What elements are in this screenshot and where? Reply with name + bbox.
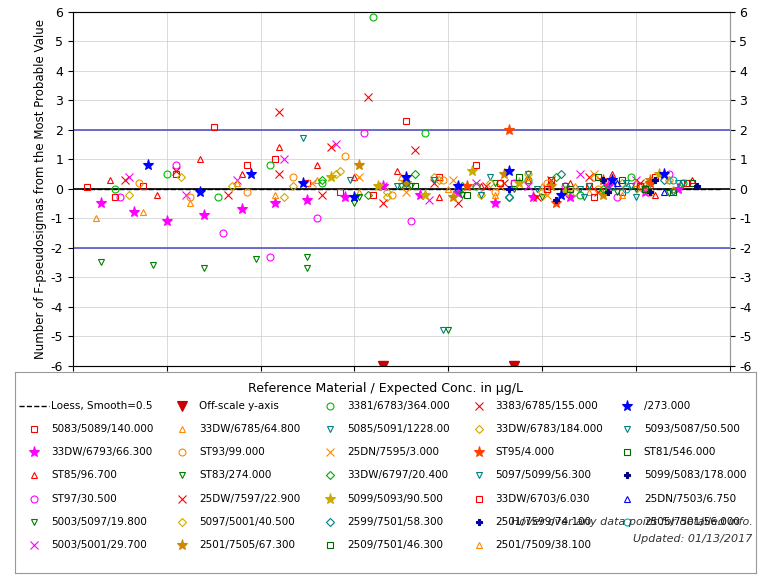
Text: 5097/5001/40.500: 5097/5001/40.500 <box>199 517 295 526</box>
Text: 25DN/7595/3.000: 25DN/7595/3.000 <box>347 447 439 457</box>
Text: Off-scale y-axis: Off-scale y-axis <box>199 401 279 411</box>
Text: 5099/5083/178.000: 5099/5083/178.000 <box>644 471 746 480</box>
Text: ST93/99.000: ST93/99.000 <box>199 447 265 457</box>
Text: 5083/5089/140.000: 5083/5089/140.000 <box>51 424 154 434</box>
Text: ST95/4.000: ST95/4.000 <box>495 447 554 457</box>
Text: 33DW/6793/66.300: 33DW/6793/66.300 <box>51 447 152 457</box>
X-axis label: Date Sample was Logged into Laboratory: Date Sample was Logged into Laboratory <box>271 394 531 407</box>
Text: ST97/30.500: ST97/30.500 <box>51 494 117 503</box>
Text: 3381/6783/364.000: 3381/6783/364.000 <box>347 401 450 411</box>
Text: 2505/7501/56.000: 2505/7501/56.000 <box>644 517 740 526</box>
Text: 3383/6785/155.000: 3383/6785/155.000 <box>495 401 598 411</box>
Text: 5093/5087/50.500: 5093/5087/50.500 <box>644 424 740 434</box>
Text: 2501/7599/74.100: 2501/7599/74.100 <box>495 517 591 526</box>
Text: 25DW/7597/22.900: 25DW/7597/22.900 <box>199 494 300 503</box>
Text: 2599/7501/58.300: 2599/7501/58.300 <box>347 517 443 526</box>
Text: 33DW/6783/184.000: 33DW/6783/184.000 <box>495 424 604 434</box>
Text: 5003/5001/29.700: 5003/5001/29.700 <box>51 540 147 550</box>
Text: 25DN/7503/6.750: 25DN/7503/6.750 <box>644 494 736 503</box>
Text: 5003/5097/19.800: 5003/5097/19.800 <box>51 517 147 526</box>
Text: ST83/274.000: ST83/274.000 <box>199 471 272 480</box>
Text: 2509/7501/46.300: 2509/7501/46.300 <box>347 540 443 550</box>
Text: 33DW/6785/64.800: 33DW/6785/64.800 <box>199 424 300 434</box>
Text: Updated: 01/13/2017: Updated: 01/13/2017 <box>634 535 753 544</box>
Text: Hover over any data point for detailed info.: Hover over any data point for detailed i… <box>511 517 753 527</box>
Text: Reference Material / Expected Conc. in μg/L: Reference Material / Expected Conc. in μ… <box>248 382 524 395</box>
Text: /273.000: /273.000 <box>644 401 690 411</box>
Text: ST81/546.000: ST81/546.000 <box>644 447 717 457</box>
Text: 5099/5093/90.500: 5099/5093/90.500 <box>347 494 443 503</box>
Text: 5097/5099/56.300: 5097/5099/56.300 <box>495 471 591 480</box>
Text: Loess, Smooth=0.5: Loess, Smooth=0.5 <box>51 401 152 411</box>
Y-axis label: Number of F-pseudosigmas from the Most Probable Value: Number of F-pseudosigmas from the Most P… <box>34 18 47 359</box>
Text: 2501/7505/67.300: 2501/7505/67.300 <box>199 540 295 550</box>
Text: 5085/5091/1228.00: 5085/5091/1228.00 <box>347 424 450 434</box>
Text: 2501/7509/38.100: 2501/7509/38.100 <box>495 540 591 550</box>
Text: 33DW/6797/20.400: 33DW/6797/20.400 <box>347 471 449 480</box>
Text: 33DW/6703/6.030: 33DW/6703/6.030 <box>495 494 590 503</box>
Text: ST85/96.700: ST85/96.700 <box>51 471 117 480</box>
